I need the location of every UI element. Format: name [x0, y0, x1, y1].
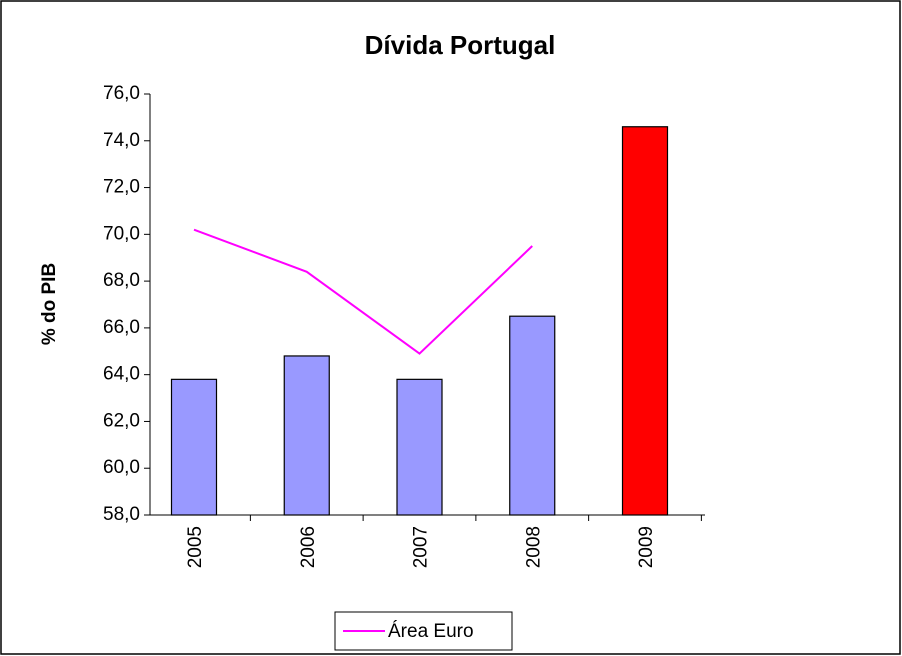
- y-tick-label: 76,0: [103, 83, 140, 104]
- x-tick-label: 2005: [185, 526, 206, 568]
- x-tick-label: 2008: [523, 526, 544, 568]
- x-tick-label: 2006: [298, 526, 319, 568]
- y-tick-label: 58,0: [103, 504, 140, 525]
- bar: [170, 378, 218, 516]
- bar: [621, 126, 669, 516]
- y-tick-label: 74,0: [103, 130, 140, 151]
- chart-title: Dívida Portugal: [365, 30, 556, 60]
- bar: [509, 315, 556, 516]
- legend-label: Área Euro: [388, 621, 474, 642]
- y-tick-label: 60,0: [103, 457, 140, 478]
- bar: [396, 378, 443, 516]
- y-tick-label: 68,0: [103, 270, 140, 291]
- y-tick-label: 64,0: [103, 364, 140, 385]
- line: [193, 228, 533, 355]
- x-tick-label: 2009: [636, 526, 657, 568]
- y-axis-label: % do PIB: [39, 263, 60, 345]
- y-tick-label: 62,0: [103, 410, 140, 431]
- y-tick-label: 70,0: [103, 223, 140, 244]
- y-tick-label: 66,0: [103, 317, 140, 338]
- bar: [283, 355, 330, 516]
- y-tick-label: 72,0: [103, 177, 140, 198]
- x-tick-label: 2007: [411, 526, 432, 568]
